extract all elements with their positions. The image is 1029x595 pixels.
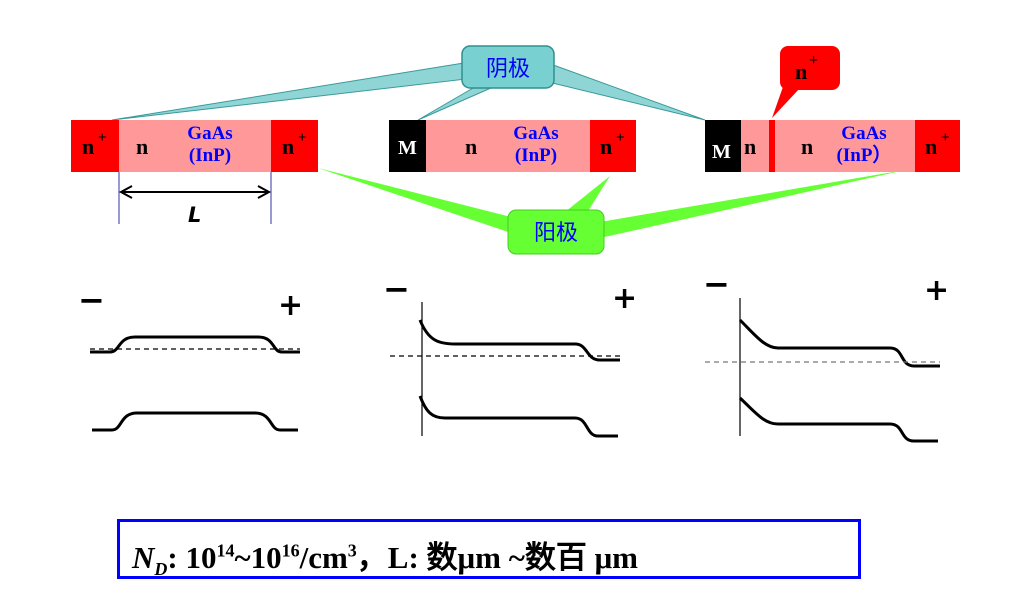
svg-text:+: + <box>98 130 107 146</box>
svg-text:n: n <box>82 134 94 159</box>
doping-length-formula: ND: 1014~1016/cm3，L: 数μm ~数百 μm <box>132 540 638 580</box>
band-diagram-3: − + <box>703 265 949 443</box>
plus-3: + <box>924 273 949 308</box>
plus-1: + <box>278 288 303 323</box>
svg-text:+: + <box>809 52 818 69</box>
svg-text:+: + <box>941 130 950 146</box>
svg-text:M: M <box>712 141 731 163</box>
formula-box: ND: 1014~1016/cm3，L: 数μm ~数百 μm <box>117 519 861 579</box>
cathode-label: 阴极 <box>486 57 530 82</box>
minus-1: − <box>78 281 105 319</box>
svg-text:GaAs: GaAs <box>513 123 558 144</box>
anode-callout: 阳极 <box>318 168 905 255</box>
svg-text:n: n <box>925 134 937 159</box>
svg-text:n: n <box>600 134 612 159</box>
svg-text:n: n <box>136 134 148 159</box>
plus-2: + <box>612 281 637 316</box>
svg-text:n: n <box>282 134 294 159</box>
device-3: M n n GaAs (InP） n + <box>705 120 960 172</box>
n-plus-callout-text: n <box>795 59 807 84</box>
svg-text:n: n <box>744 134 756 159</box>
cathode-callout: 阴极 <box>111 45 706 121</box>
anode-label: 阳极 <box>534 221 578 246</box>
device-1: n + n GaAs (InP) n + <box>71 120 318 172</box>
device-2: M n GaAs (InP) n + <box>389 120 636 172</box>
band-diagram-2: − + <box>383 270 637 438</box>
length-label: L <box>188 203 201 227</box>
svg-text:n: n <box>465 134 477 159</box>
n-plus-callout: n + <box>772 46 840 118</box>
svg-text:M: M <box>398 137 417 159</box>
band-diagram-1: − + <box>78 281 303 432</box>
minus-3: − <box>703 265 730 303</box>
svg-text:GaAs: GaAs <box>841 123 886 144</box>
svg-text:(InP): (InP) <box>515 145 557 166</box>
svg-text:GaAs: GaAs <box>187 123 232 144</box>
minus-2: − <box>383 270 410 308</box>
svg-text:n: n <box>801 134 813 159</box>
svg-text:(InP）: (InP） <box>837 143 892 166</box>
svg-text:(InP): (InP) <box>189 145 231 166</box>
length-dimension: L <box>118 172 272 227</box>
svg-text:+: + <box>616 130 625 146</box>
svg-text:+: + <box>298 130 307 146</box>
